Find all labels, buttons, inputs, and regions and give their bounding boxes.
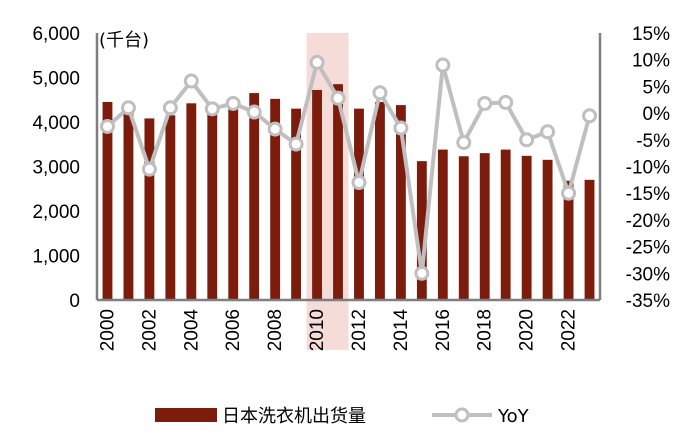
x-tick-label: 2022 (559, 309, 580, 351)
yoy-point-2010 (309, 54, 325, 70)
x-tick-label: 2000 (97, 309, 118, 351)
bar-2000 (102, 101, 113, 300)
bar-2011 (333, 84, 343, 300)
bar-2010 (312, 89, 322, 301)
yoy-point-2005 (204, 101, 220, 117)
right-tick-label: 10% (632, 51, 670, 72)
yoy-point-2000 (99, 118, 115, 134)
yoy-point-2019 (498, 94, 514, 110)
bar-2017 (458, 156, 469, 300)
left-tick-label: 2,000 (32, 202, 80, 223)
yoy-point-2003 (162, 100, 178, 116)
yoy-point-2022 (561, 185, 577, 201)
yoy-point-2007 (246, 104, 262, 120)
yoy-point-2002 (141, 161, 157, 177)
right-tick-label: -25% (626, 238, 670, 259)
bar-2018 (479, 153, 490, 300)
legend: 日本洗衣机出货量 YoY (155, 406, 530, 427)
x-tick-label: 2002 (139, 309, 160, 351)
bar-2007 (249, 93, 260, 300)
right-tick-label: -35% (626, 291, 670, 312)
legend-swatch-shipments (155, 408, 217, 422)
bar-2023 (584, 179, 595, 300)
yoy-point-2020 (519, 132, 535, 148)
bar-2020 (521, 155, 532, 300)
yoy-point-2014 (393, 120, 409, 136)
yoy-point-2023 (582, 108, 598, 124)
bar-2006 (228, 105, 239, 300)
x-tick-label: 2016 (433, 309, 454, 351)
left-tick-label: 1,000 (32, 247, 80, 268)
x-tick-label: 2010 (307, 309, 328, 351)
bar-2021 (542, 159, 553, 300)
yoy-point-2016 (435, 57, 451, 73)
bar-2005 (207, 110, 218, 300)
yoy-point-2009 (288, 136, 304, 152)
legend-label-yoy: YoY (497, 406, 530, 427)
right-tick-label: 5% (643, 77, 671, 98)
yoy-point-2008 (267, 121, 283, 137)
bar-2004 (186, 103, 197, 300)
bar-2015 (416, 161, 427, 300)
yoy-point-2011 (330, 90, 346, 106)
legend-marker-yoy (454, 407, 470, 423)
left-tick-label: 0 (69, 291, 80, 312)
x-tick-label: 2018 (475, 309, 496, 351)
x-tick-label: 2014 (391, 309, 412, 352)
yoy-point-2006 (225, 95, 241, 111)
bar-2022 (563, 180, 574, 300)
x-tick-label: 2004 (181, 309, 202, 352)
left-tick-label: 4,000 (32, 113, 80, 134)
bar-2014 (395, 105, 406, 300)
left-tick-label: 3,000 (32, 158, 80, 179)
yoy-point-2018 (477, 95, 493, 111)
yoy-point-2001 (120, 100, 136, 116)
x-tick-label: 2012 (349, 309, 370, 351)
right-tick-label: -10% (626, 158, 670, 179)
bar-2013 (375, 101, 385, 300)
left-tick-label: 6,000 (32, 24, 80, 45)
bar-2009 (291, 108, 302, 301)
right-tick-label: -15% (626, 184, 670, 205)
y-axis-unit-label: (千台) (99, 30, 149, 51)
right-tick-label: -20% (626, 211, 670, 232)
bar-2001 (123, 108, 134, 301)
yoy-point-2004 (183, 73, 199, 89)
bar-2008 (270, 98, 281, 300)
bar-2016 (437, 149, 448, 300)
bar-2002 (144, 118, 155, 300)
right-tick-label: 0% (643, 104, 671, 125)
bar-2019 (500, 149, 511, 300)
yoy-point-2017 (456, 134, 472, 150)
left-tick-label: 5,000 (32, 69, 80, 90)
bar-2012 (354, 108, 364, 301)
bar-2003 (165, 115, 176, 300)
x-tick-label: 2008 (265, 309, 286, 351)
legend-label-shipments: 日本洗衣机出货量 (222, 406, 366, 427)
x-tick-label: 2020 (517, 309, 538, 351)
right-tick-label: -5% (636, 131, 670, 152)
right-tick-label: 15% (632, 24, 670, 45)
yoy-point-2012 (351, 175, 367, 191)
x-tick-label: 2006 (223, 309, 244, 351)
yoy-point-2013 (372, 85, 388, 101)
right-tick-label: -30% (626, 264, 670, 285)
yoy-point-2021 (540, 124, 556, 140)
yoy-point-2015 (414, 265, 430, 281)
